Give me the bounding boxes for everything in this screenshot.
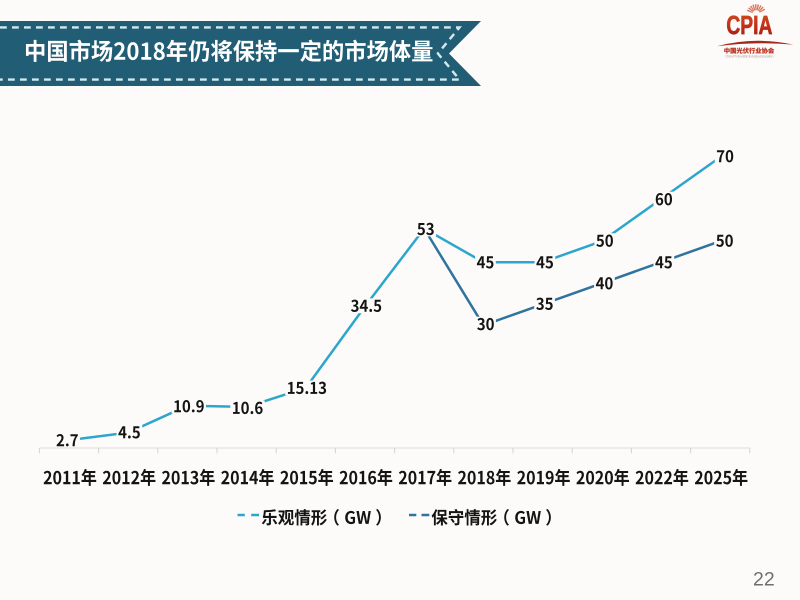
svg-text:CPIA: CPIA (726, 12, 772, 40)
svg-text:China Photovoltaic Industry As: China Photovoltaic Industry Association (725, 55, 774, 59)
svg-text:22: 22 (753, 569, 775, 591)
